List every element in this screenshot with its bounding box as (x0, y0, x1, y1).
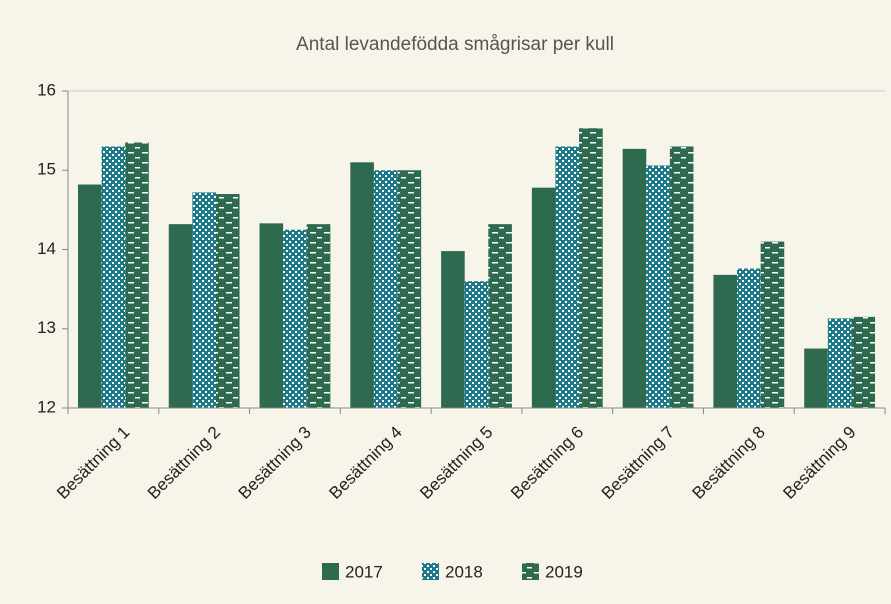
bar (669, 146, 694, 408)
bar (827, 318, 852, 408)
chart-title: Antal levandefödda smågrisar per kull (296, 34, 614, 55)
bar (215, 194, 240, 408)
y-tick-label: 14 (37, 239, 56, 258)
bar (622, 148, 647, 409)
bar (77, 184, 102, 408)
legend-label: 2019 (545, 562, 583, 581)
bar (804, 348, 828, 408)
bar (713, 274, 738, 408)
bar (760, 241, 785, 408)
bar (192, 192, 216, 408)
y-tick-label: 13 (37, 318, 56, 337)
bar (397, 170, 422, 408)
legend-swatch (522, 563, 539, 580)
bar (464, 281, 489, 408)
bar (168, 224, 193, 408)
legend-label: 2017 (345, 562, 383, 581)
y-tick-label: 12 (37, 397, 56, 416)
bar (555, 146, 580, 408)
legend-label: 2018 (445, 562, 483, 581)
bar (646, 165, 670, 408)
legend-swatch (422, 563, 439, 580)
legend-swatch (322, 563, 339, 580)
bar (125, 142, 149, 408)
bar (851, 316, 876, 408)
bar (283, 229, 307, 408)
bar (373, 170, 398, 408)
bar (101, 146, 126, 408)
bar (488, 224, 512, 408)
bar (350, 162, 374, 408)
y-tick-label: 16 (37, 80, 56, 99)
bar (737, 268, 761, 408)
bar (441, 251, 465, 408)
y-tick-label: 15 (37, 160, 56, 179)
bar (579, 128, 603, 408)
bar (259, 223, 284, 408)
bar (531, 187, 556, 408)
bar (306, 224, 331, 408)
